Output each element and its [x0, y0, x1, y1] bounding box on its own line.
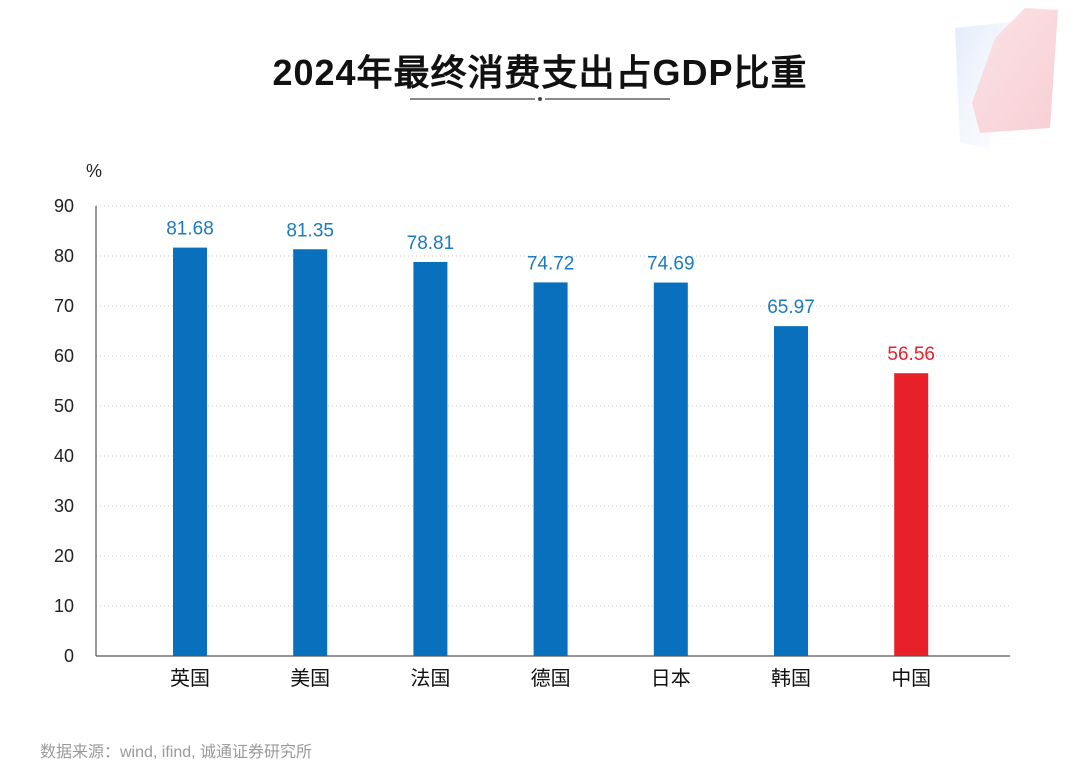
x-tick-label: 德国: [531, 667, 571, 690]
bar-1: [173, 247, 207, 656]
bar-chart: % 0 10 20 30 40 50 60 70 80 90 81.68 81.35 78.81 74.…: [54, 97, 1010, 690]
value-label: 74.72: [527, 253, 575, 274]
data-source-note: 数据来源：wind, ifind, 诚通证券研究所: [40, 744, 313, 761]
bar-5: [653, 282, 688, 656]
bars: [173, 247, 929, 656]
x-tick-label: 韩国: [771, 667, 811, 690]
x-tick-label: 日本: [651, 667, 691, 690]
y-tick-label: 0: [64, 646, 74, 666]
value-label: 56.56: [887, 344, 935, 365]
value-label: 74.69: [647, 254, 695, 275]
y-axis-ticks: 0 10 20 30 40 50 60 70 80 90: [54, 196, 74, 666]
title-underline: [410, 97, 670, 101]
value-label: 81.68: [166, 219, 214, 240]
y-tick-label: 40: [54, 446, 74, 466]
bar-4: [533, 282, 568, 656]
x-tick-label: 法国: [410, 667, 450, 690]
bar-2: [293, 249, 328, 656]
bar-3: [413, 261, 448, 656]
x-tick-label: 中国: [891, 667, 931, 690]
x-axis-labels: 英国 美国 法国 德国 日本 韩国 中国: [170, 667, 931, 690]
y-tick-label: 50: [54, 396, 74, 416]
y-tick-label: 30: [54, 496, 74, 516]
y-tick-label: 10: [54, 596, 74, 616]
value-label: 81.35: [286, 220, 334, 241]
y-tick-label: 90: [54, 196, 74, 216]
axes: [95, 206, 1010, 657]
value-label: 78.81: [407, 233, 455, 254]
y-axis-unit-label: %: [86, 161, 102, 181]
y-tick-label: 70: [54, 296, 74, 316]
y-tick-label: 60: [54, 346, 74, 366]
x-tick-label: 美国: [290, 667, 330, 690]
value-labels: 81.68 81.35 78.81 74.72 74.69 65.97 56.56: [166, 219, 935, 366]
bar-7: [894, 373, 929, 656]
x-tick-label: 英国: [170, 667, 210, 690]
chart-title: 2024年最终消费支出占GDP比重: [272, 52, 808, 93]
y-tick-label: 20: [54, 546, 74, 566]
y-tick-label: 80: [54, 246, 74, 266]
value-label: 65.97: [767, 297, 815, 318]
bar-6: [774, 326, 808, 656]
